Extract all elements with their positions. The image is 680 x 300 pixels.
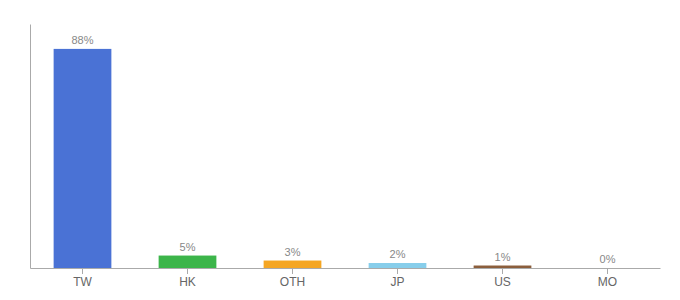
x-tick-mark xyxy=(397,268,398,274)
x-tick-label: JP xyxy=(390,275,404,289)
x-tick-label: TW xyxy=(73,275,92,289)
bars xyxy=(54,49,532,268)
x-axis-line xyxy=(31,268,661,269)
bar xyxy=(474,266,532,268)
bar xyxy=(369,263,427,268)
data-label: 0% xyxy=(600,253,616,265)
x-tick-mark xyxy=(292,268,293,274)
x-tick-label: HK xyxy=(179,275,196,289)
x-tick: MO xyxy=(598,268,617,289)
x-tick-label: OTH xyxy=(280,275,305,289)
data-label: 1% xyxy=(495,251,511,263)
y-axis-line xyxy=(30,25,31,269)
y-axis xyxy=(30,25,31,269)
data-label: 5% xyxy=(180,241,196,253)
plot: TW HK OTH JP US MO 88% 5% 3% 2% 1% 0% xyxy=(31,25,661,289)
data-labels: 88% 5% 3% 2% 1% 0% xyxy=(71,34,615,265)
x-tick: OTH xyxy=(280,268,305,289)
x-tick: US xyxy=(494,268,511,289)
data-label: 3% xyxy=(285,246,301,258)
x-tick-mark xyxy=(607,268,608,274)
data-label: 88% xyxy=(71,34,93,46)
x-axis: TW HK OTH JP US MO xyxy=(31,268,661,289)
x-tick-mark xyxy=(82,268,83,274)
x-tick: JP xyxy=(390,268,404,289)
x-tick-label: MO xyxy=(598,275,617,289)
x-tick: TW xyxy=(73,268,92,289)
data-label: 2% xyxy=(390,248,406,260)
bar xyxy=(54,49,112,268)
x-tick: HK xyxy=(179,268,196,289)
bar xyxy=(579,268,637,269)
chart: TW HK OTH JP US MO 88% 5% 3% 2% 1% 0% xyxy=(0,0,680,300)
x-tick-mark xyxy=(187,268,188,274)
x-tick-label: US xyxy=(494,275,511,289)
x-tick-mark xyxy=(502,268,503,274)
bar xyxy=(159,256,217,268)
bar xyxy=(264,261,322,268)
